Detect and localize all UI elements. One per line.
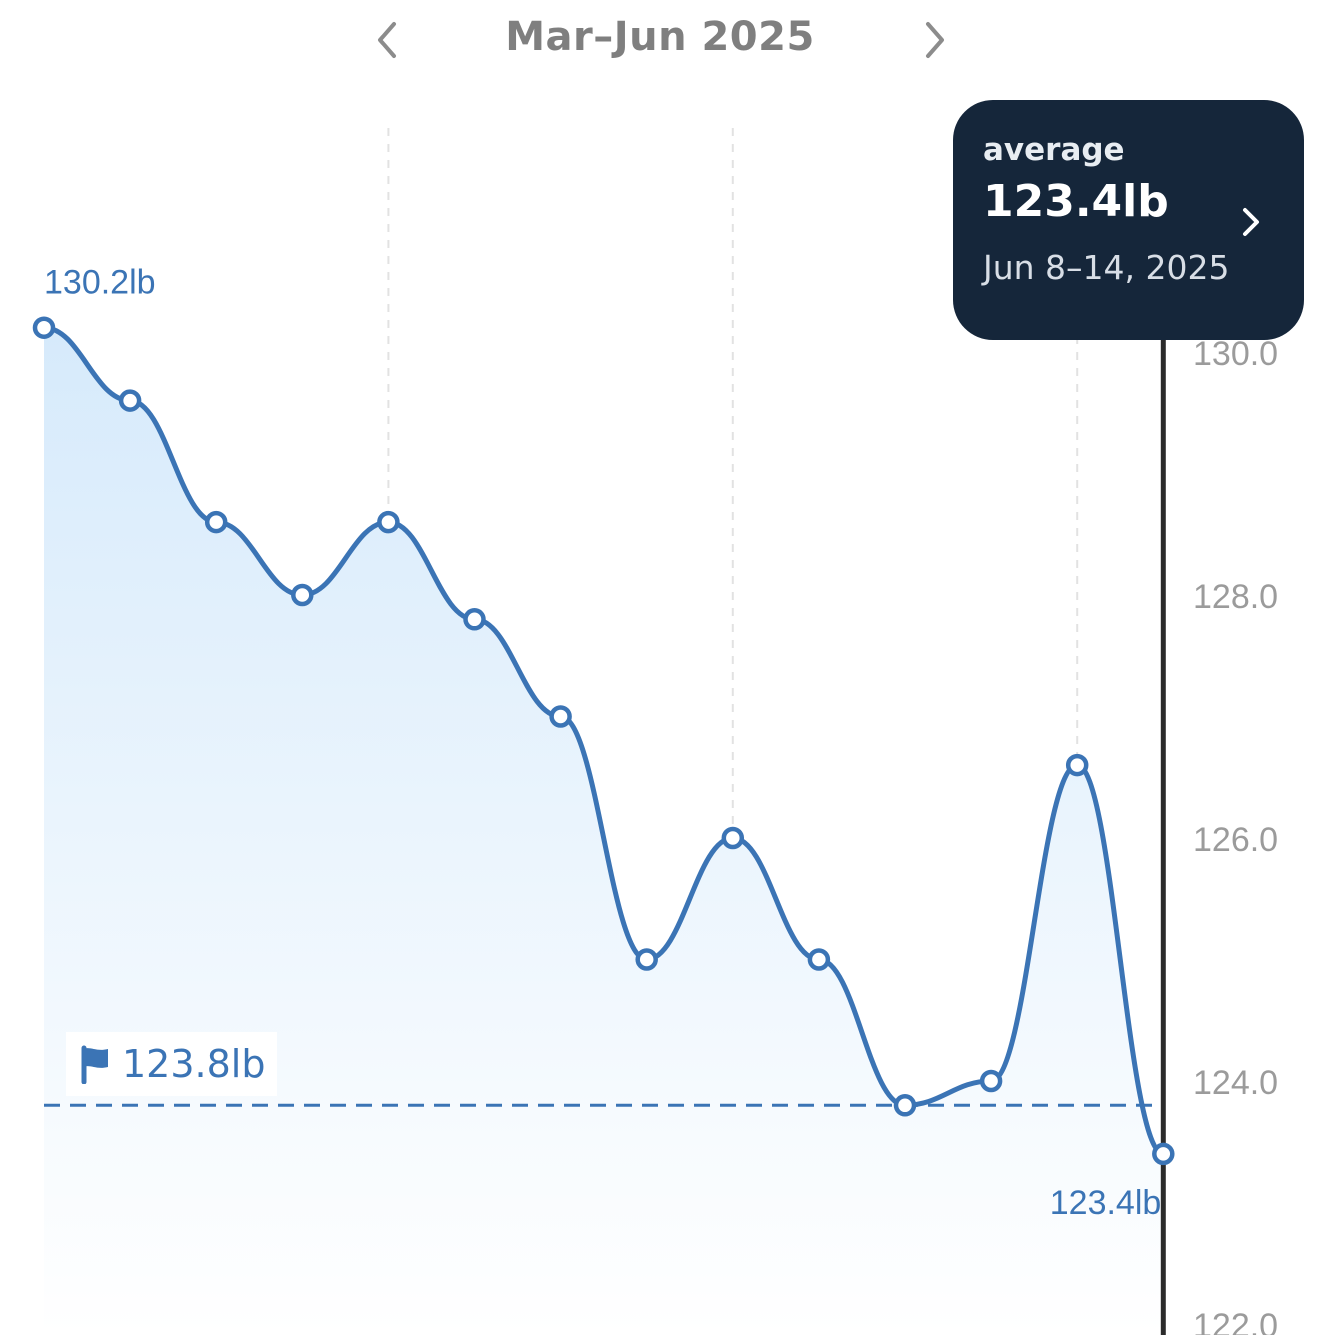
data-point[interactable] [635,948,658,971]
point-value-label: 123.4lb [1050,1184,1162,1222]
selection-tooltip[interactable]: average 123.4lb Jun 8–14, 2025 [953,100,1304,340]
chevron-left-icon [378,22,396,58]
data-point[interactable] [979,1069,1003,1093]
y-tick-label: 124.0 [1193,1064,1278,1102]
period-title: Mar–Jun 2025 [505,14,815,60]
data-point[interactable] [118,389,142,412]
flag-icon [81,1045,108,1084]
y-tick-label: 130.0 [1193,335,1278,373]
data-point[interactable] [377,510,400,534]
data-point[interactable] [32,316,56,339]
chevron-right-icon[interactable] [1237,204,1267,240]
y-tick-label: 126.0 [1193,821,1278,859]
goal-label: 123.8lb [66,1032,278,1096]
point-labels: 130.2lb 123.4lb [44,264,1161,1222]
data-point[interactable] [893,1094,917,1117]
data-point[interactable] [1152,1142,1175,1166]
data-point[interactable] [1065,753,1089,777]
chart-header: Mar–Jun 2025 [0,0,1320,84]
data-point[interactable] [807,948,831,971]
data-point[interactable] [721,826,745,850]
y-tick-label: 128.0 [1193,578,1278,616]
point-value-label: 130.2lb [44,264,156,302]
area-fill [44,327,1164,1335]
data-point[interactable] [204,510,228,534]
data-points [32,316,1175,1166]
goal-value: 123.8lb [122,1042,266,1086]
next-period-button[interactable] [912,18,956,62]
data-point[interactable] [463,608,486,631]
y-tick-label: 122.0 [1193,1307,1278,1335]
tooltip-date-range: Jun 8–14, 2025 [983,248,1230,287]
data-point[interactable] [549,705,572,728]
y-axis-ticks: 122.0 124.0 126.0 128.0 130.0 [1193,335,1278,1335]
chevron-right-icon [926,22,944,58]
data-point[interactable] [291,583,314,607]
tooltip-label: average [983,132,1125,168]
tooltip-value: 123.4lb [983,176,1169,227]
prev-period-button[interactable] [366,18,410,62]
